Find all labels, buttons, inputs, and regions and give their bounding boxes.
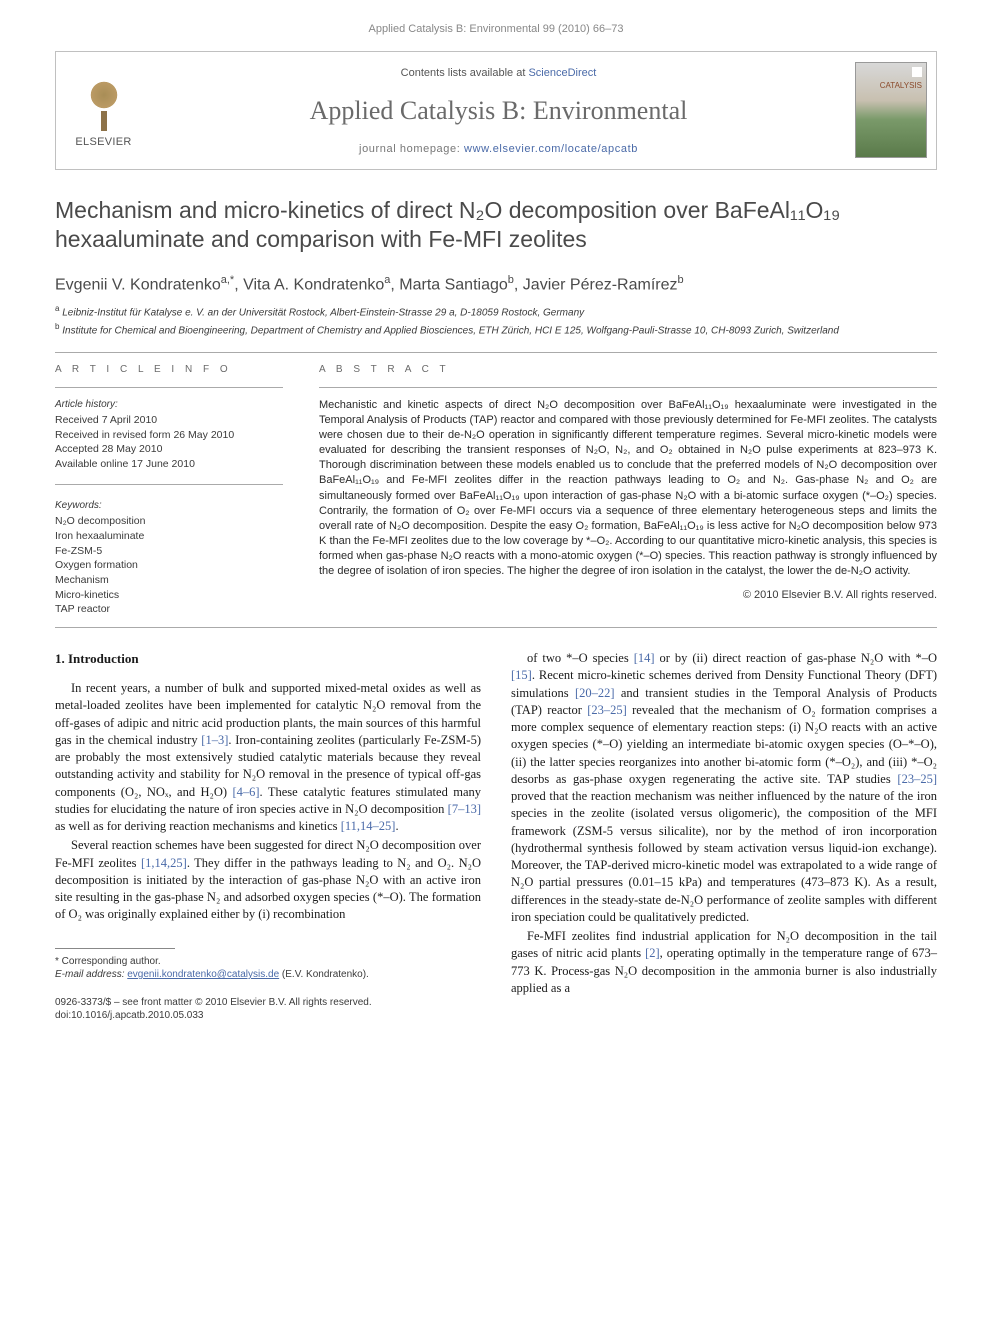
meta-row: A R T I C L E I N F O Article history: R… [55, 363, 937, 617]
sciencedirect-link[interactable]: ScienceDirect [528, 67, 596, 79]
footer-line2: doi:10.1016/j.apcatb.2010.05.033 [55, 1009, 481, 1023]
elsevier-tree-icon [79, 81, 129, 131]
divider-bottom [55, 627, 937, 628]
abstract-box: A B S T R A C T Mechanistic and kinetic … [319, 363, 937, 617]
divider-abs [319, 387, 937, 388]
abstract-text: Mechanistic and kinetic aspects of direc… [319, 398, 937, 580]
article-title: Mechanism and micro-kinetics of direct N… [55, 196, 937, 255]
cover-box: CATALYSIS [846, 52, 936, 169]
history-label: Article history: [55, 398, 283, 412]
article-info-label: A R T I C L E I N F O [55, 363, 283, 377]
abstract-label: A B S T R A C T [319, 363, 937, 377]
keyword-item: Micro-kinetics [55, 588, 283, 603]
keywords-list: N₂O decompositionIron hexaaluminateFe-ZS… [55, 514, 283, 617]
homepage-line: journal homepage: www.elsevier.com/locat… [161, 142, 836, 157]
paragraph: of two *–O species [14] or by (ii) direc… [511, 650, 937, 926]
elsevier-logo: ELSEVIER [69, 70, 139, 150]
paragraph: In recent years, a number of bulk and su… [55, 680, 481, 835]
cover-label: CATALYSIS [880, 81, 922, 92]
article-info-box: A R T I C L E I N F O Article history: R… [55, 363, 283, 617]
keyword-item: N₂O decomposition [55, 514, 283, 529]
paragraph: Several reaction schemes have been sugge… [55, 837, 481, 923]
keyword-item: Oxygen formation [55, 558, 283, 573]
keyword-item: Mechanism [55, 573, 283, 588]
history-item: Available online 17 June 2010 [55, 457, 283, 472]
footnote-email: E-mail address: evgenii.kondratenko@cata… [55, 968, 481, 982]
footer-line1: 0926-3373/$ – see front matter © 2010 El… [55, 996, 481, 1010]
divider-info [55, 387, 283, 388]
affiliation: b Institute for Chemical and Bioengineer… [55, 321, 937, 338]
page-root: Applied Catalysis B: Environmental 99 (2… [0, 0, 992, 1053]
abstract-copyright: © 2010 Elsevier B.V. All rights reserved… [319, 588, 937, 603]
footnote-rule [55, 948, 175, 949]
history-list: Received 7 April 2010Received in revised… [55, 413, 283, 472]
divider-kw [55, 484, 283, 485]
col2-content: of two *–O species [14] or by (ii) direc… [511, 650, 937, 997]
masthead: ELSEVIER Contents lists available at Sci… [55, 51, 937, 170]
homepage-prefix: journal homepage: [359, 143, 464, 155]
divider-top [55, 352, 937, 353]
affiliation: a Leibniz-Institut für Katalyse e. V. an… [55, 303, 937, 320]
homepage-link[interactable]: www.elsevier.com/locate/apcatb [464, 143, 638, 155]
contents-prefix: Contents lists available at [401, 67, 529, 79]
keywords-label: Keywords: [55, 499, 283, 513]
affiliations: a Leibniz-Institut für Katalyse e. V. an… [55, 303, 937, 338]
email-link[interactable]: evgenii.kondratenko@catalysis.de [127, 969, 279, 980]
paragraph: Fe-MFI zeolites find industrial applicat… [511, 928, 937, 997]
column-left: 1. Introduction In recent years, a numbe… [55, 650, 481, 1022]
journal-name: Applied Catalysis B: Environmental [161, 93, 836, 128]
email-label: E-mail address: [55, 969, 127, 980]
section-heading: 1. Introduction [55, 650, 481, 668]
footer-meta: 0926-3373/$ – see front matter © 2010 El… [55, 996, 481, 1023]
keyword-item: Iron hexaaluminate [55, 529, 283, 544]
col1-content: In recent years, a number of bulk and su… [55, 680, 481, 924]
body-columns: 1. Introduction In recent years, a numbe… [55, 650, 937, 1022]
footnote-corr: * Corresponding author. [55, 955, 481, 969]
running-header: Applied Catalysis B: Environmental 99 (2… [55, 22, 937, 37]
authors: Evgenii V. Kondratenkoa,*, Vita A. Kondr… [55, 273, 937, 296]
publisher-name: ELSEVIER [75, 135, 131, 150]
history-item: Received in revised form 26 May 2010 [55, 428, 283, 443]
email-who: (E.V. Kondratenko). [279, 969, 369, 980]
history-item: Received 7 April 2010 [55, 413, 283, 428]
publisher-logo-box: ELSEVIER [56, 52, 151, 169]
journal-cover-thumb: CATALYSIS [855, 62, 927, 158]
column-right: of two *–O species [14] or by (ii) direc… [511, 650, 937, 1022]
history-item: Accepted 28 May 2010 [55, 442, 283, 457]
keyword-item: Fe-ZSM-5 [55, 544, 283, 559]
masthead-center: Contents lists available at ScienceDirec… [151, 52, 846, 169]
contents-line: Contents lists available at ScienceDirec… [161, 66, 836, 81]
keyword-item: TAP reactor [55, 602, 283, 617]
